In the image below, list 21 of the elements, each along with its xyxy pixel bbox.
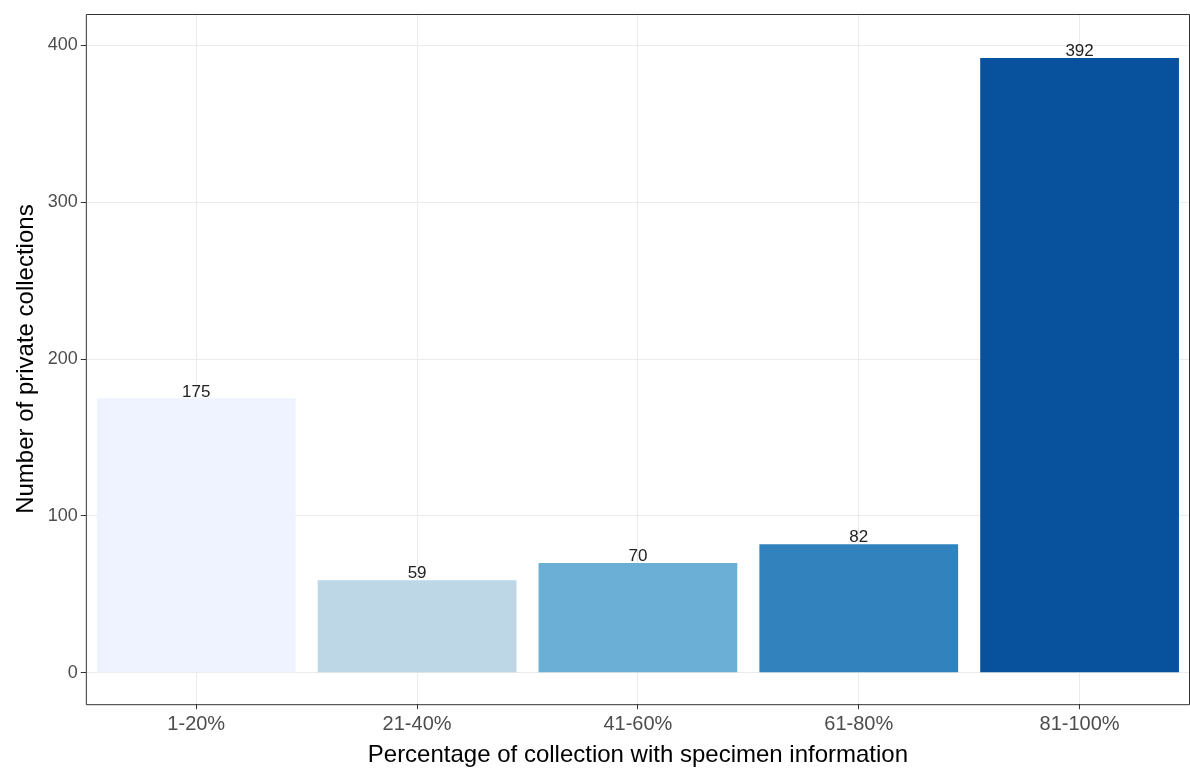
data-label: 59	[407, 563, 427, 583]
bar	[538, 563, 738, 673]
x-tick-label: 21-40%	[382, 711, 452, 734]
x-tick-label: 61-80%	[824, 711, 894, 734]
data-label: 392	[1065, 41, 1094, 61]
y-tick-label: 0	[67, 661, 78, 682]
x-tick-label: 41-60%	[603, 711, 673, 734]
y-tick-label: 100	[47, 504, 78, 525]
data-label: 175	[182, 381, 211, 401]
y-tick-label: 300	[47, 191, 78, 212]
bar	[759, 544, 959, 673]
bar	[980, 57, 1179, 673]
x-tick-label: 81-100%	[1039, 711, 1120, 734]
data-label: 82	[849, 527, 869, 547]
data-label: 70	[628, 546, 648, 566]
x-tick-label: 1-20%	[167, 711, 226, 734]
bar	[317, 580, 517, 673]
x-axis-title: Percentage of collection with specimen information	[367, 740, 909, 768]
y-tick-label: 200	[47, 348, 78, 369]
y-axis-title: Number of private collections	[11, 204, 39, 514]
y-tick-label: 400	[47, 34, 78, 55]
